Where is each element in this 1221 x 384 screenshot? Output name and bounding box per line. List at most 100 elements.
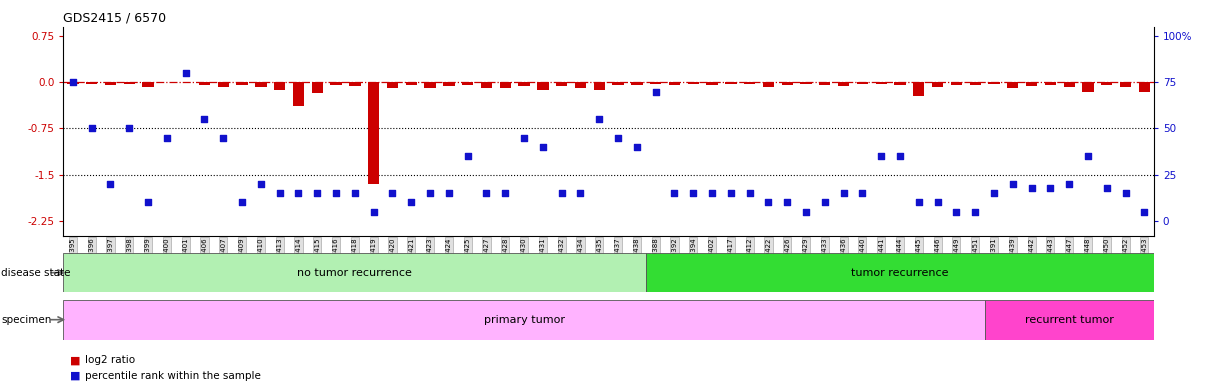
Bar <box>63 300 984 340</box>
Point <box>120 125 139 131</box>
Bar <box>575 82 586 88</box>
Point <box>852 190 872 196</box>
Point <box>420 190 440 196</box>
Text: no tumor recurrence: no tumor recurrence <box>298 268 413 278</box>
Bar <box>613 82 624 85</box>
Point <box>270 190 289 196</box>
Point <box>910 199 929 205</box>
Bar <box>123 82 136 84</box>
Point <box>458 153 477 159</box>
Point <box>1060 181 1079 187</box>
Point <box>834 190 853 196</box>
Bar <box>519 82 530 86</box>
Point <box>288 190 308 196</box>
Point <box>928 199 947 205</box>
Point <box>138 199 158 205</box>
Bar <box>687 82 698 84</box>
Bar <box>744 82 756 83</box>
Bar <box>1045 82 1056 85</box>
Bar <box>405 82 416 85</box>
Bar <box>143 82 154 86</box>
Point <box>1134 209 1154 215</box>
Bar <box>669 82 680 85</box>
Point <box>1022 184 1042 190</box>
Text: GDS2415 / 6570: GDS2415 / 6570 <box>63 11 166 24</box>
Point <box>214 135 233 141</box>
Bar <box>1026 82 1038 86</box>
Bar <box>631 82 642 85</box>
Bar <box>199 82 210 85</box>
Text: log2 ratio: log2 ratio <box>85 355 136 365</box>
Point <box>1078 153 1098 159</box>
Bar <box>650 82 662 83</box>
Bar <box>1120 82 1132 86</box>
Text: primary tumor: primary tumor <box>484 314 564 325</box>
Bar <box>556 82 568 86</box>
Bar <box>707 82 718 85</box>
Text: ■: ■ <box>70 355 81 365</box>
Point <box>534 144 553 150</box>
Point <box>232 199 252 205</box>
Bar <box>1063 82 1074 87</box>
Bar <box>984 300 1154 340</box>
Bar <box>989 82 1000 83</box>
Point <box>176 70 195 76</box>
Point <box>1004 181 1023 187</box>
Bar <box>349 82 360 86</box>
Text: disease state: disease state <box>1 268 71 278</box>
Point <box>1116 190 1136 196</box>
Point <box>1040 184 1060 190</box>
Point <box>552 190 571 196</box>
Bar <box>763 82 774 86</box>
Point <box>402 199 421 205</box>
Point <box>476 190 496 196</box>
Point <box>308 190 327 196</box>
Bar <box>875 82 886 84</box>
Point <box>778 199 797 205</box>
Bar <box>725 82 736 84</box>
Bar <box>481 82 492 88</box>
Bar <box>895 82 906 85</box>
Bar <box>1082 82 1094 92</box>
Point <box>890 153 910 159</box>
Point <box>514 135 534 141</box>
Point <box>646 88 665 94</box>
Text: ■: ■ <box>70 371 81 381</box>
Bar <box>951 82 962 85</box>
Bar <box>1007 82 1018 88</box>
Bar <box>537 82 548 90</box>
Point <box>608 135 628 141</box>
Point <box>758 199 778 205</box>
Point <box>346 190 365 196</box>
Bar <box>425 82 436 88</box>
Bar <box>63 253 646 292</box>
Point <box>1098 184 1117 190</box>
Point <box>946 209 966 215</box>
Bar <box>443 82 454 86</box>
Bar <box>969 82 980 85</box>
Point <box>158 135 177 141</box>
Text: specimen: specimen <box>1 314 51 325</box>
Point <box>100 181 120 187</box>
Point <box>740 190 759 196</box>
Point <box>570 190 590 196</box>
Point <box>364 209 383 215</box>
Bar <box>646 253 1154 292</box>
Bar <box>237 82 248 85</box>
Point <box>63 79 83 85</box>
Bar <box>311 82 322 93</box>
Point <box>194 116 214 122</box>
Point <box>496 190 515 196</box>
Point <box>872 153 891 159</box>
Bar <box>819 82 830 85</box>
Bar <box>85 82 98 84</box>
Bar <box>857 82 868 83</box>
Bar <box>368 82 380 184</box>
Bar <box>387 82 398 88</box>
Point <box>816 199 835 205</box>
Point <box>984 190 1004 196</box>
Point <box>590 116 609 122</box>
Text: percentile rank within the sample: percentile rank within the sample <box>85 371 261 381</box>
Point <box>722 190 741 196</box>
Bar <box>801 82 812 84</box>
